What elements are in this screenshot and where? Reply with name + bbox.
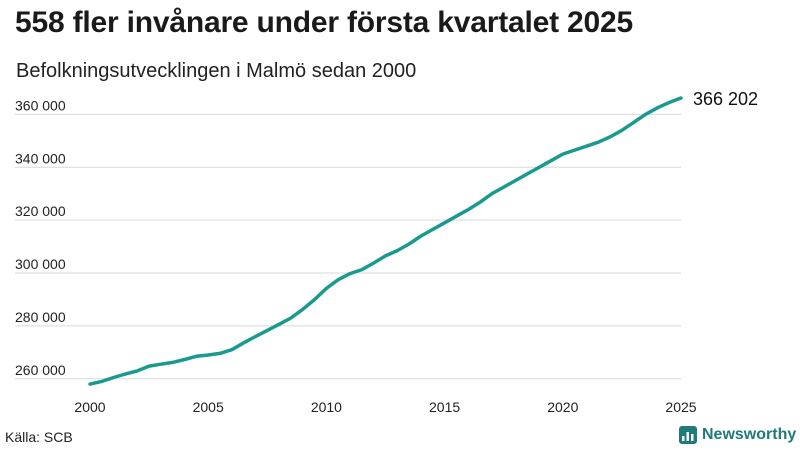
source-credit: Källa: SCB (5, 429, 73, 445)
series-layer (88, 96, 683, 386)
grid-lines (15, 113, 681, 380)
x-tick-label: 2005 (193, 399, 224, 415)
brand-label: Newsworthy (702, 426, 797, 443)
chart-title: 558 fler invånare under första kvartalet… (15, 6, 633, 39)
end-value-label: 366 202 (693, 89, 758, 109)
x-tick-label: 2000 (74, 399, 105, 415)
x-tick-label: 2015 (429, 399, 460, 415)
y-axis-tick-labels: 260 000 280 000 300 000 320 000 340 000 360 0… (15, 97, 66, 377)
x-tick-label: 2020 (547, 399, 578, 415)
y-tick-label: 340 000 (15, 150, 66, 166)
newsworthy-logo-icon (679, 426, 697, 444)
annotations: 366 202 (693, 89, 758, 109)
x-axis-tick-labels: 2000 2005 2010 2015 2020 2025 (74, 399, 696, 415)
y-tick-label: 320 000 (15, 203, 66, 219)
x-tick-label: 2010 (311, 399, 342, 415)
series-line (88, 96, 683, 386)
y-tick-label: 260 000 (15, 362, 66, 378)
newsworthy-brand[interactable]: Newsworthy (679, 426, 796, 444)
x-tick-label: 2025 (665, 399, 696, 415)
chart-subtitle: Befolkningsutvecklingen i Malmö sedan 20… (16, 60, 417, 82)
y-tick-label: 280 000 (15, 309, 66, 325)
y-tick-label: 300 000 (15, 256, 66, 272)
y-tick-label: 360 000 (15, 97, 66, 113)
